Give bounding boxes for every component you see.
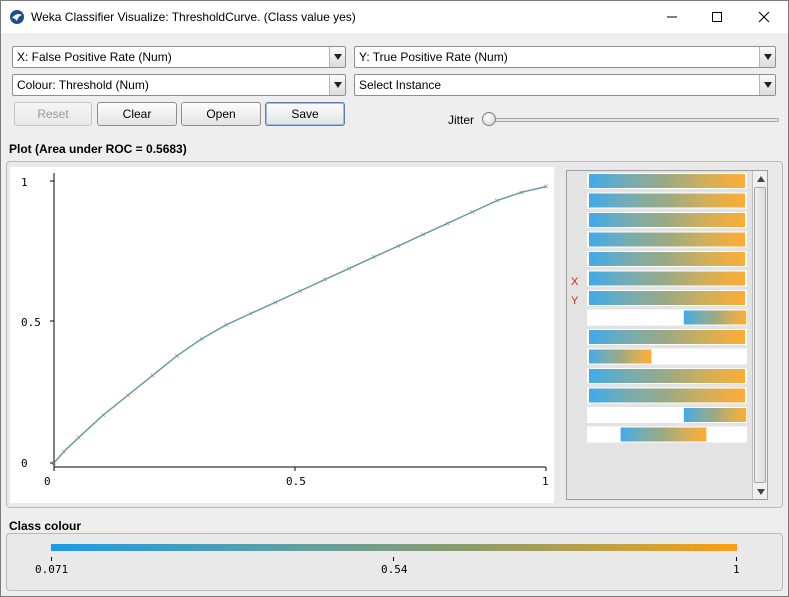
roc-point: ×	[174, 351, 179, 361]
y-tick-label-05: 0.5	[21, 316, 41, 329]
roc-point: ×	[199, 334, 204, 344]
instance-select[interactable]: Select Instance	[354, 74, 776, 96]
scroll-up-button[interactable]	[753, 171, 768, 186]
roc-curve: × × × × × × × × × × × × × × × × × × × × × ×	[51, 182, 548, 468]
x-axis-select-value: X: False Positive Rate (Num)	[17, 50, 172, 64]
colour-tick-mid	[393, 557, 394, 561]
roc-point: ×	[101, 410, 106, 420]
plot-area[interactable]	[10, 167, 554, 503]
plot-title: Plot (Area under ROC = 0.5683)	[9, 142, 187, 156]
attribute-bar-fill	[589, 330, 745, 344]
x-tick-label-05: 0.5	[286, 475, 306, 488]
close-button[interactable]	[741, 1, 787, 33]
y-axis-select-value: Y: True Positive Rate (Num)	[359, 50, 508, 64]
save-button[interactable]: Save	[265, 102, 345, 126]
colour-tick-min	[51, 557, 52, 561]
reset-button[interactable]: Reset	[14, 102, 92, 126]
maximize-button[interactable]	[694, 1, 740, 33]
chevron-down-icon	[329, 47, 345, 67]
class-colour-title: Class colour	[9, 519, 82, 533]
roc-point: ×	[543, 182, 548, 192]
attribute-bar-fill	[589, 369, 745, 383]
x-axis-marker: X	[571, 276, 579, 288]
roc-point: ×	[224, 320, 229, 330]
arrow-up-icon	[756, 175, 765, 182]
minimize-button[interactable]	[649, 1, 695, 33]
y-axis-marker: Y	[571, 295, 579, 307]
chevron-down-icon	[759, 47, 775, 67]
attribute-bar-fill	[589, 193, 745, 208]
roc-point: ×	[61, 447, 66, 457]
roc-point: ×	[371, 252, 376, 262]
class-colour-gradient	[51, 544, 737, 551]
roc-point: ×	[396, 241, 401, 251]
attribute-bar-fill	[683, 408, 747, 422]
roc-point: ×	[470, 207, 475, 217]
minimize-icon	[667, 16, 677, 18]
chevron-down-icon	[329, 75, 345, 95]
roc-point: ×	[76, 433, 81, 443]
roc-point: ×	[248, 309, 253, 319]
colour-label-max: 1	[733, 563, 740, 576]
roc-point: ×	[347, 263, 352, 273]
colour-label-min: 0.071	[35, 563, 69, 576]
window-title: Weka Classifier Visualize: ThresholdCurv…	[31, 10, 356, 24]
attribute-bar-fill	[589, 252, 745, 266]
roc-point: ×	[297, 286, 302, 296]
colour-label-mid: 0.54	[381, 563, 408, 576]
y-axis-select[interactable]: Y: True Positive Rate (Num)	[354, 46, 776, 68]
x-tick-label-1: 1	[542, 475, 549, 488]
attribute-bar-fill	[589, 271, 745, 286]
scroll-down-button[interactable]	[753, 484, 768, 499]
attribute-bar-fill	[683, 310, 747, 325]
attribute-bar-fill	[620, 427, 707, 442]
roc-curve-line	[53, 185, 547, 464]
arrow-down-icon	[756, 488, 765, 495]
attribute-bar-fill	[589, 174, 745, 188]
jitter-slider-thumb[interactable]	[482, 112, 496, 126]
roc-point: ×	[420, 230, 425, 240]
roc-point: ×	[125, 390, 130, 400]
colour-tick-max	[736, 557, 737, 561]
attribute-bars[interactable]	[587, 171, 749, 451]
instance-select-value: Select Instance	[359, 78, 442, 92]
weka-bird-icon	[10, 10, 24, 24]
scroll-thumb[interactable]	[754, 187, 766, 483]
x-tick-label-0: 0	[44, 475, 51, 488]
x-axis-select[interactable]: X: False Positive Rate (Num)	[12, 46, 346, 68]
clear-button[interactable]: Clear	[97, 102, 177, 126]
attribute-bar-fill	[589, 232, 745, 247]
chevron-down-icon	[759, 75, 775, 95]
roc-point: ×	[150, 371, 155, 381]
maximize-icon	[712, 12, 722, 22]
class-colour-panel	[6, 533, 783, 591]
roc-plot[interactable]: × × × × × × × × × × × × × × × × × × × × × ×	[10, 167, 554, 503]
attribute-bar-fill	[589, 213, 745, 227]
jitter-slider-track[interactable]	[485, 118, 779, 122]
attribute-bar-fill	[589, 388, 745, 403]
y-tick-label-1: 1	[21, 176, 28, 189]
roc-point: ×	[445, 218, 450, 228]
jitter-label: Jitter	[448, 113, 475, 127]
open-button[interactable]: Open	[181, 102, 261, 126]
title-bar: Weka Classifier Visualize: ThresholdCurv…	[1, 1, 788, 33]
roc-point: ×	[322, 275, 327, 285]
attribute-bar-fill	[589, 291, 745, 305]
colour-select[interactable]: Colour: Threshold (Num)	[12, 74, 346, 96]
colour-select-value: Colour: Threshold (Num)	[17, 78, 149, 92]
attribute-scrollbar[interactable]	[752, 171, 767, 499]
roc-point: ×	[519, 187, 524, 197]
roc-point: ×	[51, 458, 56, 468]
y-tick-label-0: 0	[21, 457, 28, 470]
attribute-bar-fill	[589, 349, 652, 364]
close-icon	[758, 11, 770, 23]
roc-point: ×	[494, 196, 499, 206]
roc-point: ×	[273, 297, 278, 307]
